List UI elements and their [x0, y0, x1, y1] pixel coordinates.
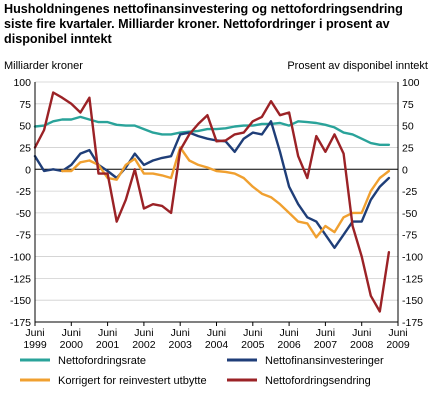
- y-tick-label-left: 50: [19, 121, 31, 133]
- legend-label: Nettofordringsendring: [265, 375, 371, 387]
- legend-label: Nettofinansinvesteringer: [265, 355, 384, 367]
- y-tick-label-right: 0: [402, 164, 408, 176]
- x-tick-label-month: Juni: [134, 327, 153, 339]
- x-tick-label-year: 2005: [241, 339, 265, 351]
- y-tick-label-right: 25: [402, 142, 414, 154]
- x-tick-label-year: 2009: [386, 339, 410, 351]
- x-tick-label-year: 2008: [350, 339, 374, 351]
- x-tick-label-month: Juni: [279, 327, 298, 339]
- y-tick-label-right: -125: [402, 273, 423, 285]
- y-tick-label-right: -75: [402, 230, 417, 242]
- x-tick-label-year: 2006: [277, 339, 301, 351]
- x-tick-label-year: 2001: [96, 339, 120, 351]
- y-tick-label-right: 100: [402, 77, 420, 89]
- y-tick-label-right: -25: [402, 186, 417, 198]
- y-tick-label-right: -100: [402, 252, 423, 264]
- y-axis-label-left: Milliarder kroner: [4, 60, 83, 72]
- grid: [35, 81, 398, 323]
- legend-label: Nettofordringsrate: [58, 355, 146, 367]
- x-tick-label-month: Juni: [171, 327, 190, 339]
- axes: 100 100 75 75 50 50 25 25 0 0 -25 -25 -50 -50 -75 -75 -1…: [10, 77, 423, 351]
- x-tick-label-month: Juni: [388, 327, 407, 339]
- y-tick-label-right: 75: [402, 99, 414, 111]
- y-tick-label-left: -100: [10, 252, 31, 264]
- y-tick-label-right: -150: [402, 295, 423, 307]
- y-tick-label-right: 50: [402, 121, 414, 133]
- y-tick-label-left: -50: [16, 208, 31, 220]
- x-tick-label-month: Juni: [207, 327, 226, 339]
- x-tick-label-year: 2000: [60, 339, 84, 351]
- series-line-4: [33, 91, 391, 313]
- y-tick-label-right: -50: [402, 208, 417, 220]
- y-tick-label-left: 100: [13, 77, 31, 89]
- y-tick-label-left: 25: [19, 142, 31, 154]
- x-tick-label-year: 1999: [23, 339, 47, 351]
- y-tick-label-right: -175: [402, 317, 423, 329]
- y-tick-label-left: 75: [19, 99, 31, 111]
- x-tick-label-year: 2004: [205, 339, 229, 351]
- series-lines: [33, 91, 391, 313]
- x-tick-label-year: 2003: [169, 339, 193, 351]
- series-line-3: [61, 146, 391, 239]
- y-tick-label-left: -75: [16, 230, 31, 242]
- y-tick-label-left: -25: [16, 186, 31, 198]
- y-tick-label-left: -175: [10, 317, 31, 329]
- y-tick-label-left: -125: [10, 273, 31, 285]
- x-tick-label-month: Juni: [316, 327, 335, 339]
- x-tick-label-month: Juni: [62, 327, 81, 339]
- x-tick-label-year: 2002: [132, 339, 156, 351]
- x-tick-label-month: Juni: [98, 327, 117, 339]
- x-tick-label-month: Juni: [352, 327, 371, 339]
- chart-title: Husholdningenes nettofinansinvestering o…: [4, 2, 403, 46]
- x-tick-label-year: 2007: [314, 339, 338, 351]
- y-axis-label-right: Prosent av disponibel inntekt: [287, 60, 428, 72]
- x-tick-label-month: Juni: [25, 327, 44, 339]
- y-tick-label-left: -150: [10, 295, 31, 307]
- legend-label: Korrigert for reinvestert utbytte: [58, 375, 207, 387]
- legend: Nettofordringsrate Nettofinansinvestering…: [20, 355, 384, 387]
- x-tick-label-month: Juni: [243, 327, 262, 339]
- y-tick-label-left: 0: [25, 164, 31, 176]
- series-line-2: [33, 120, 391, 250]
